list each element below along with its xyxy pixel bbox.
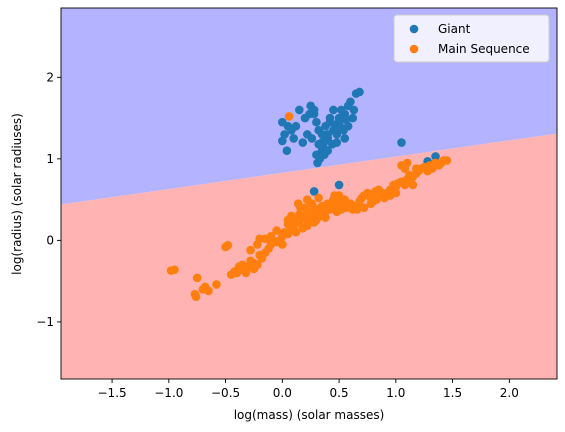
data-point bbox=[241, 268, 251, 278]
data-point bbox=[246, 256, 255, 266]
data-point bbox=[282, 146, 292, 155]
data-point bbox=[275, 236, 285, 245]
data-point bbox=[442, 156, 452, 165]
data-point bbox=[255, 234, 264, 244]
data-point bbox=[359, 203, 369, 213]
data-point bbox=[352, 205, 362, 214]
data-point bbox=[332, 130, 342, 139]
y-axis-label: log(radius) (solar radiuses) bbox=[10, 113, 24, 275]
data-point bbox=[340, 134, 350, 143]
data-point bbox=[334, 113, 344, 123]
legend-label: Giant bbox=[438, 22, 471, 36]
y-tick-label: −1 bbox=[36, 315, 54, 329]
data-point bbox=[192, 273, 202, 283]
data-point bbox=[309, 187, 319, 196]
x-tick-label: 0.5 bbox=[330, 386, 349, 400]
data-point bbox=[411, 164, 421, 173]
data-point bbox=[349, 105, 359, 115]
data-point bbox=[334, 180, 344, 190]
data-point bbox=[268, 236, 278, 245]
data-point bbox=[317, 130, 327, 139]
legend-marker bbox=[409, 24, 419, 34]
region-main-sequence bbox=[61, 133, 557, 379]
legend-label: Main Sequence bbox=[438, 42, 530, 56]
data-point bbox=[314, 193, 323, 203]
data-point bbox=[408, 180, 418, 190]
data-point bbox=[325, 205, 335, 214]
data-point bbox=[246, 245, 255, 255]
data-point bbox=[348, 113, 358, 123]
data-point bbox=[320, 150, 329, 160]
data-point bbox=[303, 221, 312, 231]
data-point bbox=[287, 211, 296, 221]
data-point bbox=[307, 134, 317, 143]
x-tick-label: 2.0 bbox=[500, 386, 519, 400]
data-point bbox=[330, 191, 339, 200]
data-point bbox=[377, 188, 387, 198]
data-point bbox=[191, 292, 201, 301]
x-tick-label: 1.5 bbox=[443, 386, 462, 400]
data-point bbox=[198, 285, 208, 294]
data-points bbox=[166, 87, 452, 301]
data-point bbox=[307, 199, 317, 208]
data-point bbox=[280, 130, 289, 139]
data-point bbox=[278, 136, 287, 146]
y-tick-label: 1 bbox=[46, 152, 54, 166]
data-point bbox=[325, 113, 335, 123]
data-point bbox=[321, 213, 330, 222]
data-point bbox=[291, 227, 301, 237]
legend-marker bbox=[409, 44, 419, 54]
x-tick-label: −1.0 bbox=[154, 386, 183, 400]
data-point bbox=[170, 265, 179, 275]
data-point bbox=[314, 139, 323, 149]
axes: −1.5 −1.0 −0.5 0.0 0.5 1.0 1.5 2.0 −1 0 1 2 bbox=[36, 7, 558, 400]
x-tick-label: 0.0 bbox=[273, 386, 292, 400]
data-point bbox=[332, 138, 342, 147]
series-giant bbox=[278, 87, 440, 196]
data-point bbox=[339, 126, 348, 135]
data-point bbox=[329, 105, 338, 115]
data-point bbox=[372, 195, 381, 204]
data-point bbox=[295, 209, 304, 219]
data-point bbox=[332, 207, 342, 217]
x-tick-label: 1.0 bbox=[386, 386, 405, 400]
legend-box bbox=[393, 14, 550, 63]
x-tick-label: −0.5 bbox=[211, 386, 240, 400]
data-point bbox=[223, 240, 233, 250]
data-point bbox=[291, 121, 301, 131]
data-point bbox=[212, 280, 221, 289]
data-point bbox=[295, 105, 304, 115]
data-point bbox=[234, 262, 244, 271]
plot-frame bbox=[60, 7, 558, 380]
data-point bbox=[305, 109, 314, 119]
data-point bbox=[249, 264, 259, 274]
data-point bbox=[284, 112, 294, 121]
data-point bbox=[431, 152, 440, 161]
data-point bbox=[391, 188, 401, 198]
data-point bbox=[397, 138, 406, 147]
data-point bbox=[289, 134, 298, 143]
data-point bbox=[293, 199, 303, 208]
data-point bbox=[321, 136, 330, 146]
data-point bbox=[355, 87, 364, 97]
data-point bbox=[312, 117, 321, 127]
x-axis-label: log(mass) (solar masses) bbox=[234, 408, 385, 422]
data-point bbox=[400, 164, 410, 173]
data-point bbox=[272, 226, 281, 235]
data-point bbox=[346, 199, 355, 208]
data-point bbox=[298, 138, 308, 147]
legend: Giant Main Sequence bbox=[393, 14, 550, 63]
data-point bbox=[341, 115, 351, 125]
x-tick-label: −1.5 bbox=[98, 386, 127, 400]
data-point bbox=[255, 250, 264, 260]
decision-regions bbox=[61, 8, 557, 379]
y-tick-label: 0 bbox=[46, 233, 54, 247]
series-main-sequence bbox=[166, 112, 452, 301]
y-tick-label: 2 bbox=[46, 70, 54, 84]
